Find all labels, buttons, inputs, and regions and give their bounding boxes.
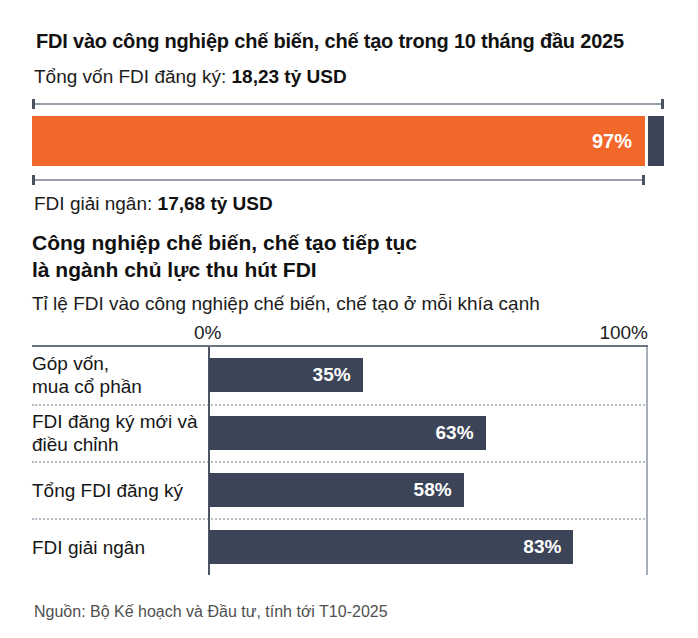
- disbursed-caption: FDI giải ngân: 17,68 tỷ USD: [34, 193, 664, 215]
- value-label: 83%: [523, 536, 561, 558]
- section-heading: Công nghiệp chế biến, chế tạo tiếp tục là…: [32, 230, 664, 284]
- bar-row: Góp vốn, mua cổ phần 35%: [32, 347, 648, 404]
- page-title: FDI vào công nghiệp chế biến, chế tạo tr…: [36, 30, 664, 53]
- registered-label: Tổng vốn FDI đăng ký:: [34, 66, 232, 87]
- value-bar: 63%: [209, 416, 486, 450]
- section-heading-line2: là ngành chủ lực thu hút FDI: [32, 258, 317, 281]
- bar-row: Tổng FDI đăng ký 58%: [32, 461, 648, 518]
- row-plot: 83%: [209, 520, 648, 575]
- row-label: Góp vốn, mua cổ phần: [32, 352, 209, 398]
- disbursed-value: 17,68 tỷ USD: [158, 193, 273, 214]
- remainder-segment: [648, 116, 664, 166]
- fdi-infographic: FDI vào công nghiệp chế biến, chế tạo tr…: [0, 0, 698, 638]
- section-heading-line1: Công nghiệp chế biến, chế tạo tiếp tục: [32, 231, 417, 254]
- fdi-progress-bar: 97%: [32, 116, 664, 166]
- bar-row: FDI đăng ký mới và điều chỉnh 63%: [32, 404, 648, 461]
- plot-area: Góp vốn, mua cổ phần 35% FDI đăng ký mới…: [32, 345, 648, 575]
- disbursed-bracket: [32, 175, 645, 185]
- registered-caption: Tổng vốn FDI đăng ký: 18,23 tỷ USD: [34, 66, 664, 88]
- axis-labels: 0% 100%: [32, 322, 648, 345]
- value-label: 58%: [414, 479, 452, 501]
- section-subtitle: Tỉ lệ FDI vào công nghiệp chế biến, chế …: [32, 293, 664, 315]
- row-label: Tổng FDI đăng ký: [32, 479, 209, 502]
- disbursed-percent-label: 97%: [592, 130, 632, 153]
- value-label: 63%: [436, 422, 474, 444]
- value-bar: 35%: [209, 358, 363, 392]
- registered-value: 18,23 tỷ USD: [232, 66, 347, 87]
- value-bar: 83%: [209, 530, 573, 564]
- disbursed-label: FDI giải ngân:: [34, 193, 158, 214]
- aspect-bar-chart: 0% 100% Góp vốn, mua cổ phần 35% FDI đ: [32, 322, 648, 575]
- row-label: FDI đăng ký mới và điều chỉnh: [32, 410, 209, 456]
- row-plot: 63%: [209, 406, 648, 461]
- row-plot: 35%: [209, 347, 648, 404]
- axis-tick-0: 0%: [194, 322, 221, 344]
- axis-tick-100: 100%: [599, 322, 648, 344]
- value-bar: 58%: [209, 473, 464, 507]
- row-plot: 58%: [209, 463, 648, 518]
- row-label: FDI giải ngân: [32, 536, 209, 559]
- source-note: Nguồn: Bộ Kế hoạch và Đầu tư, tính tới T…: [34, 603, 664, 621]
- disbursed-segment: 97%: [32, 116, 645, 166]
- value-label: 35%: [313, 364, 351, 386]
- bar-row: FDI giải ngân 83%: [32, 518, 648, 575]
- total-bracket: [32, 99, 664, 109]
